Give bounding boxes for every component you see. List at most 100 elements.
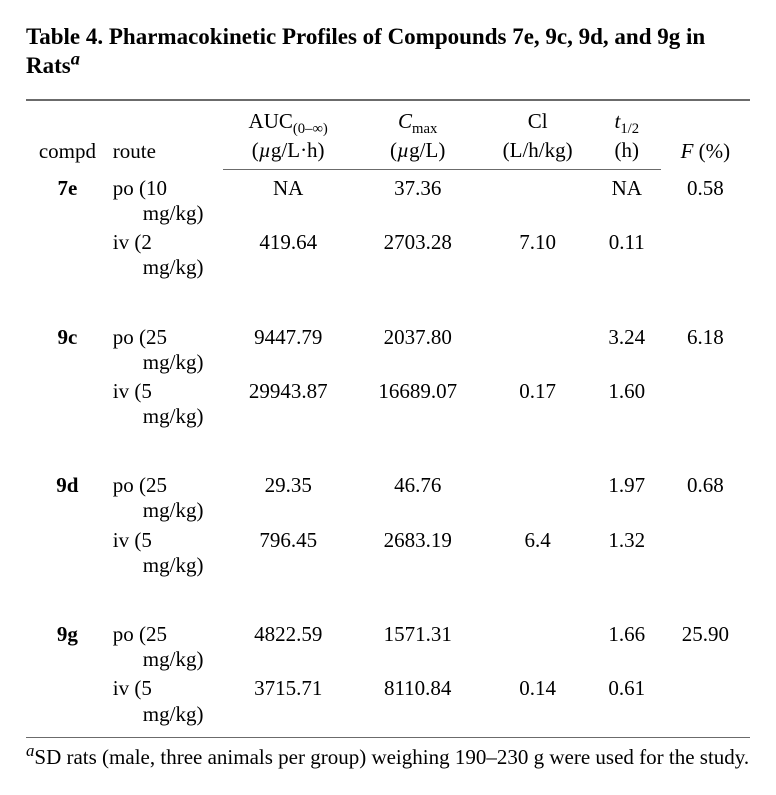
cell-cmax: 2037.80: [353, 319, 483, 377]
cell-compd: 9d: [26, 467, 109, 525]
table-row: 9dpo (25mg/kg)29.3546.76 1.970.68: [26, 467, 750, 525]
hdr-auc-unit: (µg/L·h): [223, 136, 353, 170]
cell-cl: 0.17: [482, 377, 592, 431]
cell-route: po (10mg/kg): [109, 170, 224, 228]
cell-route: iv (2mg/kg): [109, 228, 224, 282]
hdr-thalf-sub: 1/2: [620, 121, 639, 137]
cell-thalf: 1.97: [593, 467, 661, 525]
table-row: iv (5mg/kg)796.452683.196.41.32: [26, 526, 750, 580]
cell-cl: [482, 467, 592, 525]
route-dose: mg/kg): [113, 553, 220, 578]
table-row: 7epo (10mg/kg)NA37.36NA0.58: [26, 170, 750, 228]
route-dose: mg/kg): [113, 350, 220, 375]
cell-compd: [26, 674, 109, 737]
route-main: po (25: [113, 325, 167, 349]
cell-route: iv (5mg/kg): [109, 674, 224, 737]
cell-compd: 9g: [26, 616, 109, 674]
hdr-cl-sym: Cl: [528, 110, 548, 134]
cell-cl: 6.4: [482, 526, 592, 580]
cell-cl: [482, 616, 592, 674]
title-footnote-mark: a: [71, 49, 80, 69]
cell-cl: 7.10: [482, 228, 592, 282]
hdr-cmax-unit: (µg/L): [353, 136, 483, 170]
route-dose: mg/kg): [113, 255, 220, 280]
table-header: compd route AUC(0–∞) Cmax Cl: [26, 100, 750, 170]
cell-f: 25.90: [661, 616, 750, 674]
group-gap: [26, 431, 750, 467]
cell-f: [661, 228, 750, 282]
cell-compd: 9c: [26, 319, 109, 377]
cell-thalf: 0.61: [593, 674, 661, 737]
hdr-route: route: [109, 100, 224, 170]
hdr-f: F (%): [661, 100, 750, 170]
route-main: iv (5: [113, 676, 152, 700]
route-main: po (25: [113, 473, 167, 497]
route-dose: mg/kg): [113, 498, 220, 523]
cell-auc: 4822.59: [223, 616, 353, 674]
route-main: iv (5: [113, 379, 152, 403]
table-row: 9cpo (25mg/kg)9447.792037.803.246.18: [26, 319, 750, 377]
hdr-auc: AUC(0–∞): [223, 100, 353, 136]
hdr-thalf: t1/2: [593, 100, 661, 136]
cell-f: [661, 377, 750, 431]
cell-auc: NA: [223, 170, 353, 228]
cell-cl: [482, 319, 592, 377]
table-footnote: aSD rats (male, three animals per group)…: [26, 744, 750, 771]
hdr-cl-unit: (L/h/kg): [482, 136, 592, 170]
route-dose: mg/kg): [113, 201, 220, 226]
hdr-cmax-c: C: [398, 109, 412, 133]
hdr-auc-sym: AUC: [249, 109, 293, 133]
title-text: Table 4. Pharmacokinetic Profiles of Com…: [26, 24, 705, 78]
table-row: 9gpo (25mg/kg)4822.591571.31 1.6625.90: [26, 616, 750, 674]
cell-auc: 29943.87: [223, 377, 353, 431]
cell-auc: 796.45: [223, 526, 353, 580]
cell-route: iv (5mg/kg): [109, 526, 224, 580]
route-main: iv (2: [113, 230, 152, 254]
cell-cmax: 2703.28: [353, 228, 483, 282]
cell-cl: 0.14: [482, 674, 592, 737]
hdr-thalf-unit: (h): [593, 136, 661, 170]
cell-cmax: 1571.31: [353, 616, 483, 674]
table-body: 7epo (10mg/kg)NA37.36NA0.58iv (2mg/kg)41…: [26, 170, 750, 738]
cell-cmax: 2683.19: [353, 526, 483, 580]
route-dose: mg/kg): [113, 702, 220, 727]
cell-thalf: 1.60: [593, 377, 661, 431]
cell-thalf: NA: [593, 170, 661, 228]
table-row: iv (5mg/kg)3715.718110.840.140.61: [26, 674, 750, 737]
group-gap: [26, 580, 750, 616]
group-gap: [26, 283, 750, 319]
pk-table: compd route AUC(0–∞) Cmax Cl: [26, 99, 750, 738]
hdr-f-unit: (%): [693, 139, 730, 163]
hdr-compd: compd: [26, 100, 109, 170]
table-title: Table 4. Pharmacokinetic Profiles of Com…: [26, 22, 750, 81]
cell-f: [661, 526, 750, 580]
cell-compd: [26, 228, 109, 282]
cell-f: 0.58: [661, 170, 750, 228]
route-main: po (25: [113, 622, 167, 646]
hdr-cmax: Cmax: [353, 100, 483, 136]
hdr-cmax-sub: max: [412, 121, 437, 137]
cell-route: iv (5mg/kg): [109, 377, 224, 431]
cell-cmax: 37.36: [353, 170, 483, 228]
cell-cmax: 16689.07: [353, 377, 483, 431]
footnote-text: SD rats (male, three animals per group) …: [34, 745, 749, 769]
cell-route: po (25mg/kg): [109, 616, 224, 674]
cell-thalf: 1.66: [593, 616, 661, 674]
cell-auc: 29.35: [223, 467, 353, 525]
cell-compd: [26, 526, 109, 580]
cell-thalf: 1.32: [593, 526, 661, 580]
cell-auc: 3715.71: [223, 674, 353, 737]
hdr-auc-sub: (0–∞): [293, 121, 328, 137]
cell-compd: 7e: [26, 170, 109, 228]
hdr-cl: Cl: [482, 100, 592, 136]
cell-cmax: 46.76: [353, 467, 483, 525]
table-container: Table 4. Pharmacokinetic Profiles of Com…: [0, 0, 776, 795]
cell-compd: [26, 377, 109, 431]
cell-route: po (25mg/kg): [109, 319, 224, 377]
table-row: iv (2mg/kg)419.642703.287.100.11: [26, 228, 750, 282]
route-main: iv (5: [113, 528, 152, 552]
cell-thalf: 0.11: [593, 228, 661, 282]
cell-cl: [482, 170, 592, 228]
cell-f: 0.68: [661, 467, 750, 525]
cell-auc: 9447.79: [223, 319, 353, 377]
